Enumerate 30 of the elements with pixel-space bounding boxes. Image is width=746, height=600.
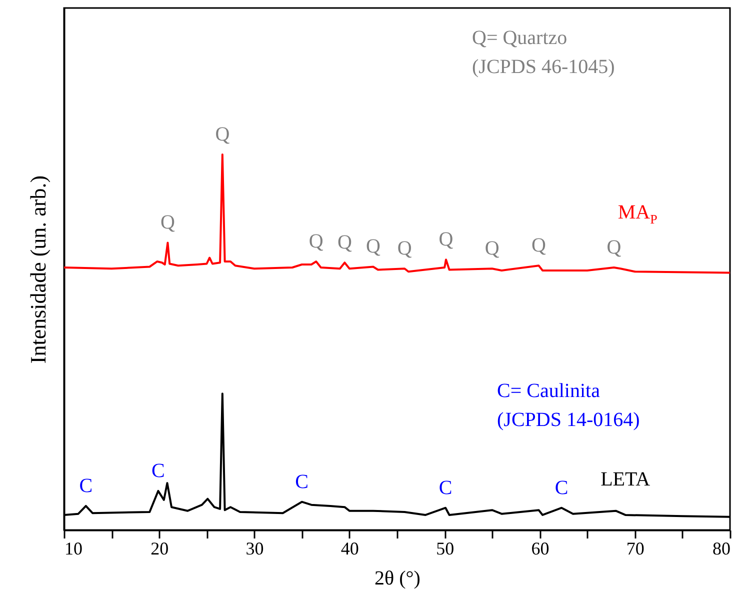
x-axis-title: 2θ (°) [374,568,420,590]
annotation: C [438,476,452,499]
annotation: Q [160,212,176,234]
annotation: (JCPDS 14-0164) [497,409,640,431]
x-tick-label: 60 [531,538,550,558]
annotation: C [152,460,165,482]
x-tick-label: 80 [712,538,730,558]
text: (JCPDS 46-1045) [472,56,615,78]
annotation: C [79,474,93,497]
x-tick-label: 70 [626,538,644,558]
x-tick-label: 50 [436,538,454,558]
annotation: Q [438,228,454,251]
annotation: Q [532,234,547,257]
annotation: C [554,476,568,499]
annotation: Q [484,238,500,260]
x-tick-label: 20 [150,538,169,558]
annotation: Q [215,123,230,146]
annotation: C= Caulinita [497,380,600,402]
text: Q= Quartzo [472,27,568,49]
annotation: Q [337,232,352,254]
y-axis-title: Intensidade (un. arb.) [26,175,50,364]
annotation: Q [308,230,324,252]
annotation: C [295,470,309,493]
annotation: Q [397,238,412,260]
series-label: LETA [600,468,651,490]
annotation: Q [366,236,381,258]
x-tick-label: 40 [340,538,359,558]
x-tick-label: 10 [64,538,82,558]
annotation: Q [606,236,622,258]
x-tick-label: 30 [246,538,264,558]
